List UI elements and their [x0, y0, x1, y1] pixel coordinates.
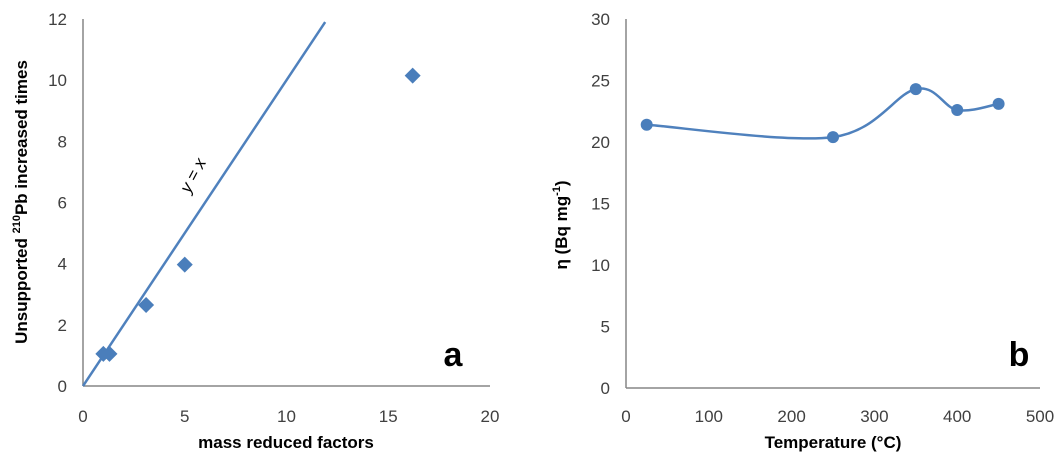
chart-b: 0 100 200 300 400 500 0 5 10 15 20 25 30… — [551, 10, 1054, 452]
chart-b-y-ticks: 0 5 10 15 20 25 30 — [591, 10, 610, 398]
chart-b-points — [640, 83, 1005, 144]
chart-b-y-tick: 5 — [601, 318, 610, 337]
chart-a-y-tick: 8 — [58, 132, 67, 151]
chart-b-x-ticks: 0 100 200 300 400 500 — [621, 407, 1054, 426]
chart-b-x-tick: 400 — [943, 407, 971, 426]
chart-a-x-tick: 10 — [277, 407, 296, 426]
chart-b-y-tick: 10 — [591, 256, 610, 275]
chart-a-y-tick: 4 — [58, 255, 67, 274]
data-point-circle — [640, 118, 653, 131]
chart-a-x-ticks: 0 5 10 15 20 — [78, 407, 499, 426]
chart-a-x-tick: 20 — [481, 407, 500, 426]
chart-b-x-tick: 300 — [860, 407, 888, 426]
chart-b-panel-label: b — [1009, 336, 1030, 374]
data-point-diamond — [101, 345, 118, 362]
chart-b-x-axis-title: Temperature (°C) — [765, 433, 902, 452]
chart-b-y-tick: 30 — [591, 10, 610, 29]
chart-a-panel-label: a — [444, 336, 464, 374]
reference-line-y-equals-x — [81, 21, 327, 387]
chart-a-y-axis-title: Unsupported 210Pb increased times — [11, 60, 31, 344]
chart-a: 0 5 10 15 20 0 2 4 6 8 10 12 y = x mass … — [11, 10, 499, 452]
chart-a-y-tick: 2 — [58, 316, 67, 335]
chart-b-x-tick: 200 — [777, 407, 805, 426]
data-point-circle — [992, 97, 1005, 110]
chart-a-x-tick: 0 — [78, 407, 87, 426]
chart-a-x-tick: 15 — [379, 407, 398, 426]
chart-a-x-tick: 5 — [180, 407, 189, 426]
data-point-circle — [909, 83, 922, 96]
series-line — [646, 87, 999, 140]
chart-a-points — [95, 67, 421, 362]
chart-b-y-tick: 0 — [601, 379, 610, 398]
chart-a-y-tick: 12 — [48, 10, 67, 29]
chart-b-y-tick: 25 — [591, 72, 610, 91]
chart-b-y-axis-title: η (Bq mg-1) — [551, 180, 571, 269]
chart-b-x-tick: 0 — [621, 407, 630, 426]
chart-a-y-ticks: 0 2 4 6 8 10 12 — [48, 10, 67, 396]
chart-b-y-tick: 20 — [591, 133, 610, 152]
chart-a-y-tick: 0 — [58, 377, 67, 396]
data-point-circle — [951, 104, 964, 117]
data-point-diamond — [404, 67, 421, 84]
chart-a-x-axis-title: mass reduced factors — [198, 433, 374, 452]
data-point-diamond — [138, 296, 155, 313]
chart-b-x-tick: 100 — [695, 407, 723, 426]
chart-b-y-tick: 15 — [591, 195, 610, 214]
data-point-circle — [827, 131, 839, 144]
reference-line-label: y = x — [176, 154, 211, 196]
chart-b-x-tick: 500 — [1026, 407, 1054, 426]
chart-a-y-tick: 10 — [48, 71, 67, 90]
data-point-diamond — [176, 256, 193, 273]
chart-a-y-tick: 6 — [58, 194, 67, 213]
